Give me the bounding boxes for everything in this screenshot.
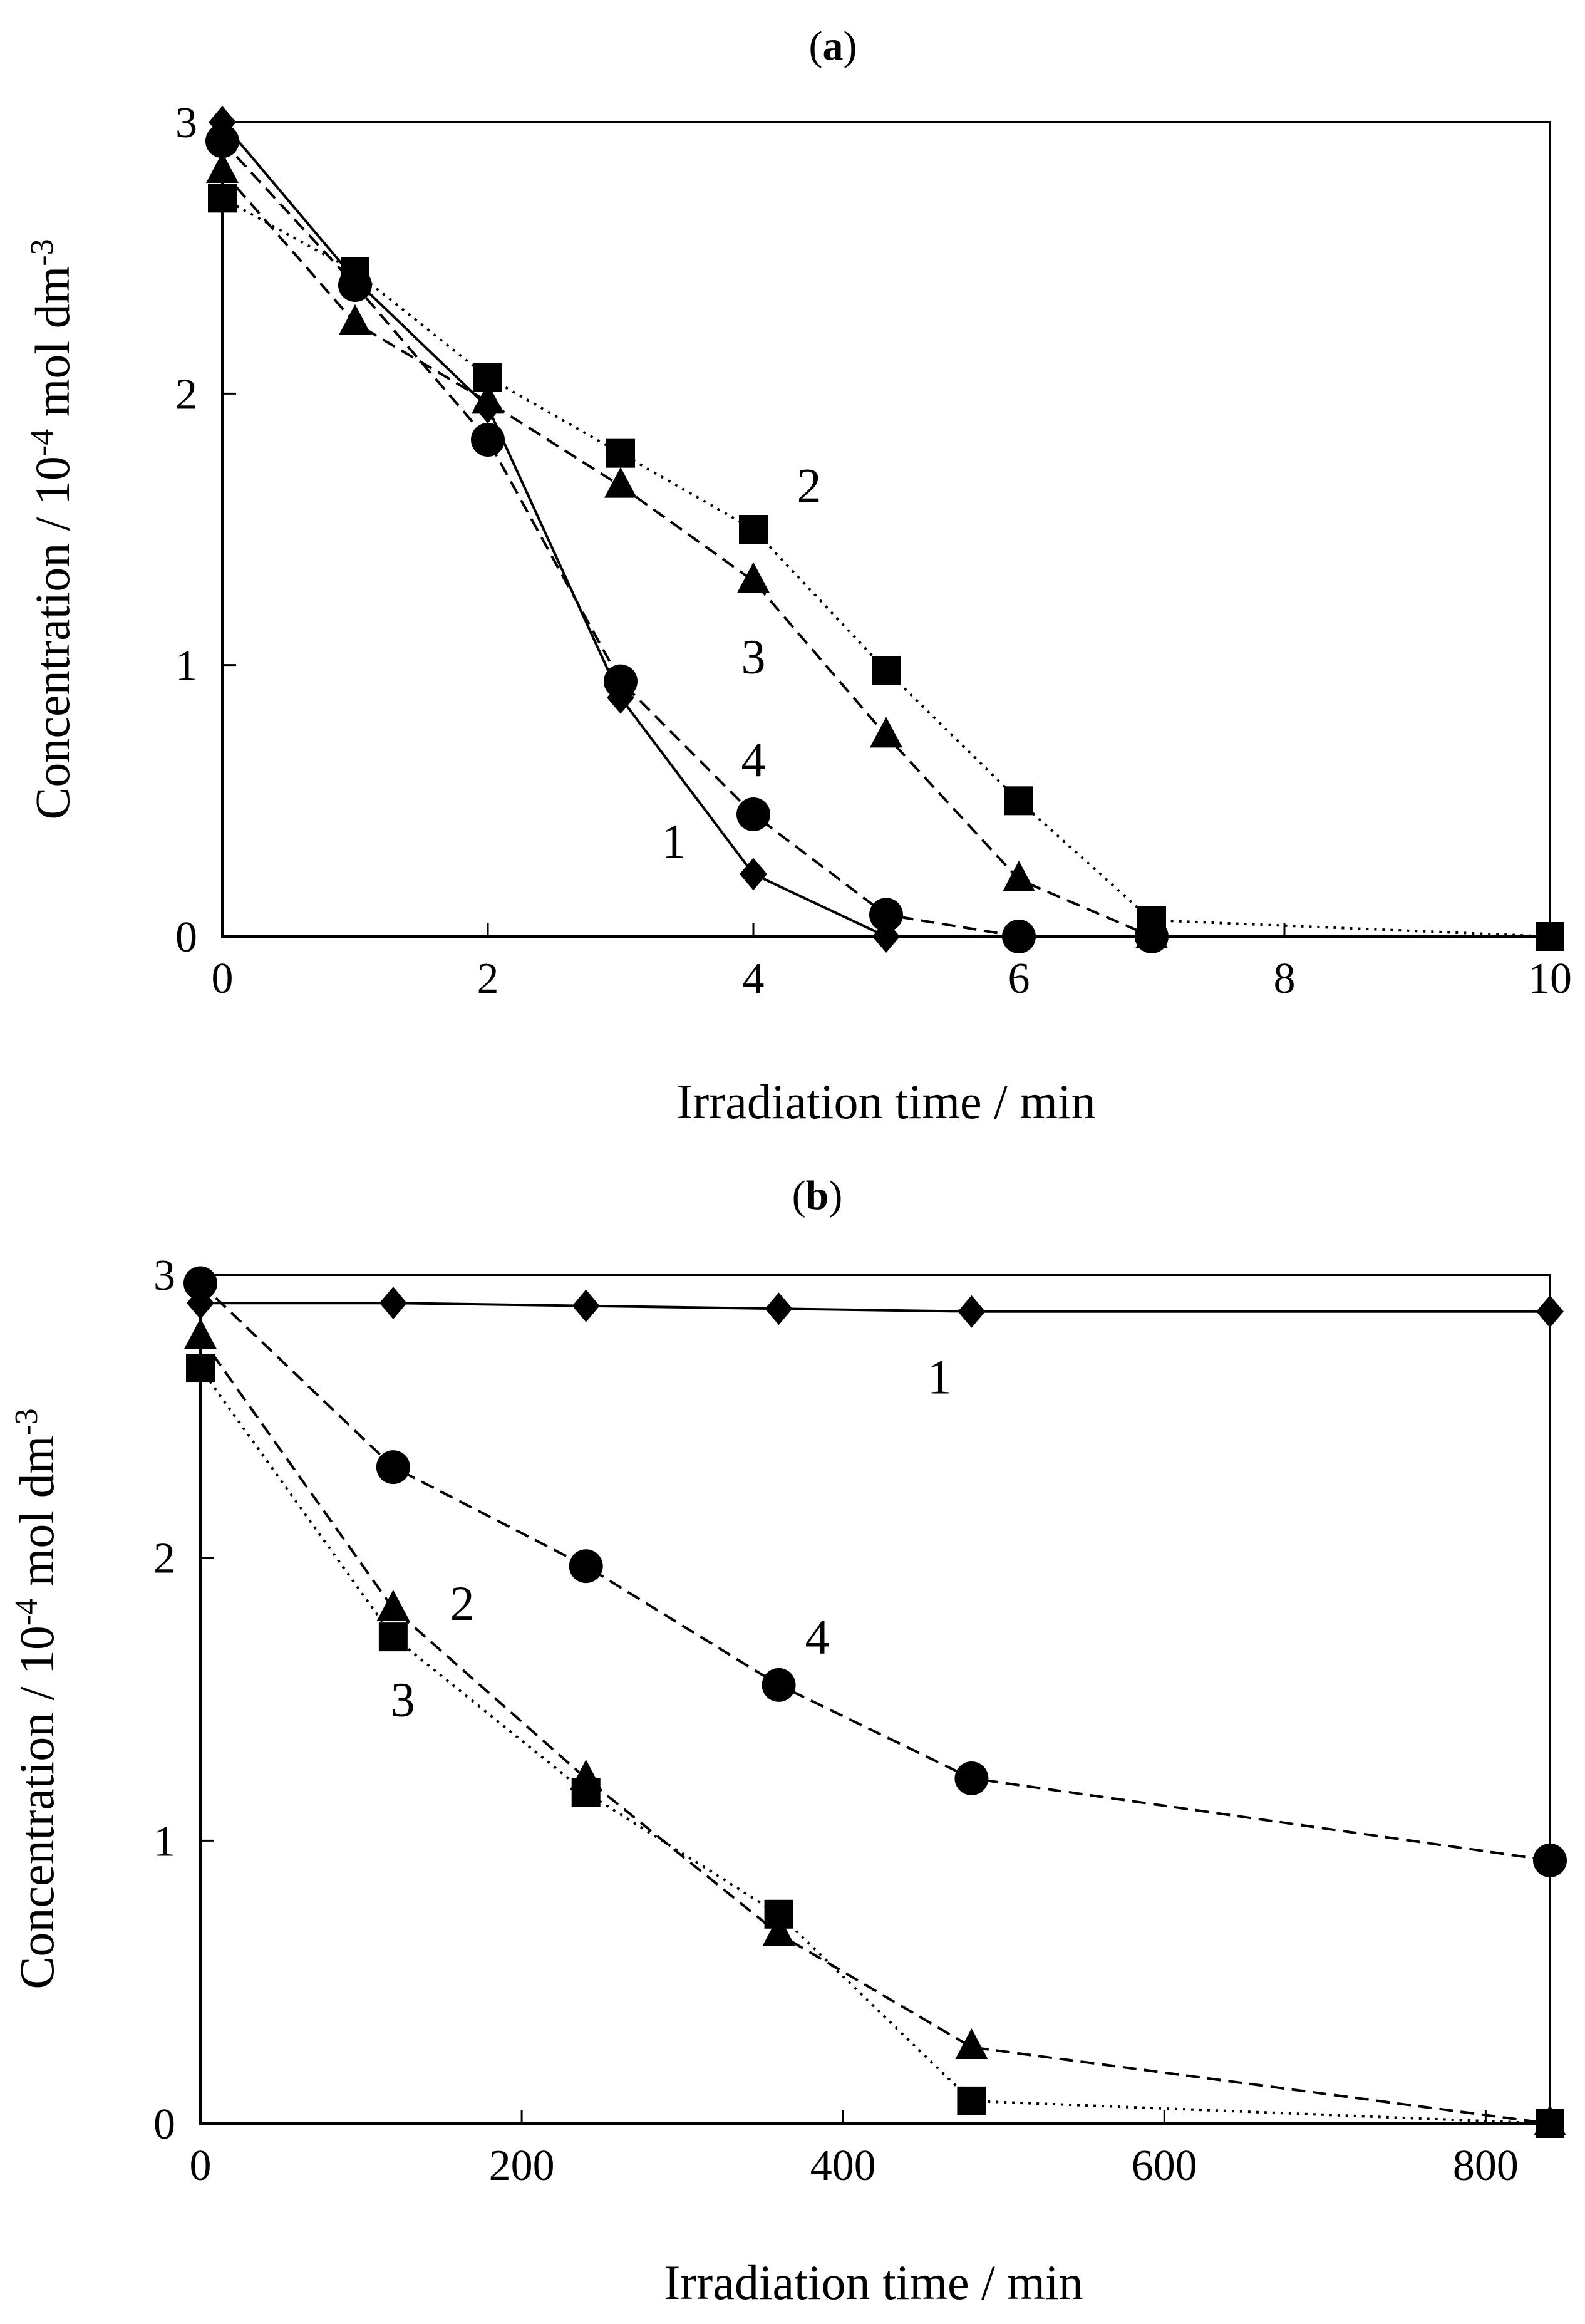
panel-a-series-3-point bbox=[737, 562, 770, 593]
panel-b-curve-label-3: 3 bbox=[391, 1673, 415, 1727]
panel-b-series-1-point bbox=[572, 1289, 600, 1322]
panel-b-x-tick-label: 400 bbox=[810, 2142, 876, 2190]
panel-a-series-3-line bbox=[221, 170, 1152, 938]
panel-b-x-tick-label: 0 bbox=[190, 2142, 212, 2190]
panel-a-series-4-point bbox=[736, 797, 770, 831]
panel-a-series-2-line bbox=[222, 197, 1551, 938]
panel-a-ticks: 0 2 4 6 8 10 0 1 2 3 bbox=[175, 99, 1572, 1003]
panel-a-series-4-point bbox=[338, 268, 372, 302]
panel-a-series-3-point bbox=[604, 467, 637, 498]
panel-b-series bbox=[183, 1266, 1567, 2138]
panel-b-y-axis-title: Concentration / 10-4 mol dm-3 bbox=[9, 1408, 64, 1989]
panel-a-series-2-point bbox=[208, 184, 237, 213]
panel-b-series-2-point bbox=[762, 1915, 795, 1946]
panel-b-series-2-point bbox=[955, 2028, 988, 2060]
panel-b-x-tick-label: 600 bbox=[1132, 2142, 1197, 2190]
panel-b-curve-labels: 1 23 4 bbox=[391, 1350, 952, 1727]
panel-a-x-axis-title: Irradiation time / min bbox=[676, 1074, 1095, 1129]
panel-a-title: (a) bbox=[809, 23, 857, 69]
panel-a-series-4-point bbox=[604, 664, 638, 698]
panel-b-series-2-line bbox=[199, 1336, 1551, 2125]
panel-b-series-2-point bbox=[376, 1589, 410, 1621]
panel-a-x-tick-label: 10 bbox=[1528, 955, 1572, 1003]
panel-a-series-4-point bbox=[1135, 920, 1169, 953]
panel-a-curve-label-3: 3 bbox=[741, 630, 766, 684]
panel-a-series-2-point bbox=[872, 656, 901, 685]
panel-b-series-4-line bbox=[199, 1282, 1551, 1862]
panel-a-series-2-point bbox=[1004, 786, 1033, 816]
panel-a-x-tick-label: 8 bbox=[1274, 955, 1296, 1003]
panel-a-series-4-line bbox=[221, 140, 1152, 938]
panel-b-series-3-point bbox=[378, 1622, 408, 1652]
panel-a-y-tick-label: 0 bbox=[175, 913, 197, 962]
panel-b-x-tick-label: 200 bbox=[489, 2142, 555, 2190]
panel-a-series-3-point bbox=[1003, 861, 1035, 891]
panel-b-series-1-point bbox=[1536, 1295, 1564, 1328]
panel-b-series-1-point bbox=[765, 1292, 793, 1325]
panel-a-series-4-point bbox=[1002, 920, 1036, 953]
panel-a-series-2-point bbox=[739, 515, 768, 544]
panel-a-x-tick-label: 2 bbox=[477, 955, 499, 1003]
panel-a-series-3-point bbox=[870, 717, 902, 748]
panel-a-x-tick-label: 0 bbox=[212, 955, 234, 1003]
panel-b-x-tick-label: 800 bbox=[1453, 2142, 1519, 2190]
panel-a-curve-label-1: 1 bbox=[661, 814, 686, 868]
panel-a-curve-labels: 1 2 3 4 bbox=[661, 459, 821, 869]
panel-b-x-axis-title: Irradiation time / min bbox=[664, 2255, 1083, 2310]
panel-b-series-3-point bbox=[186, 1354, 215, 1383]
panel-a-curve-label-2: 2 bbox=[797, 459, 822, 513]
panel-b-series-1-point bbox=[958, 1295, 986, 1328]
panel-a-x-tick-label: 4 bbox=[743, 955, 765, 1003]
panel-a-plot-frame bbox=[221, 121, 1551, 938]
panel-b-series-4-point bbox=[1533, 1843, 1567, 1877]
panel-b-curve-label-4: 4 bbox=[805, 1610, 830, 1664]
panel-b-y-tick-label: 1 bbox=[153, 1817, 175, 1865]
panel-b-curve-label-1: 1 bbox=[927, 1350, 952, 1404]
panel-b-series-4-point bbox=[183, 1266, 217, 1300]
panel-b-series-4-point bbox=[376, 1450, 410, 1485]
panel-b-series-1-line bbox=[200, 1302, 1550, 1313]
panel-a: (a) 0 2 4 6 8 10 0 1 2 3 1 2 3 4 Irradiation time / … bbox=[24, 23, 1572, 1129]
panel-a-series-1-point bbox=[740, 858, 767, 891]
panel-a-y-tick-label: 2 bbox=[175, 370, 197, 418]
panel-a-y-tick-label: 3 bbox=[175, 99, 197, 147]
panel-a-y-axis-title: Concentration / 10-4 mol dm-3 bbox=[24, 239, 80, 819]
panel-a-series-4-point bbox=[869, 898, 903, 932]
panel-a-series-4-point bbox=[471, 423, 505, 457]
panel-a-series bbox=[205, 106, 1564, 953]
panel-b-curve-label-2: 2 bbox=[450, 1576, 475, 1631]
panel-b-series-3-line bbox=[199, 1367, 1551, 2125]
panel-a-series-2-point bbox=[606, 438, 635, 468]
panel-a-series-3-point bbox=[206, 152, 239, 183]
panel-a-series-4-point bbox=[205, 124, 239, 158]
panel-b-series-4-point bbox=[954, 1761, 989, 1795]
panel-b-series-3-point bbox=[957, 2086, 986, 2115]
panel-a-series-3-point bbox=[472, 383, 504, 414]
panel-a-series-1-line bbox=[221, 121, 1152, 938]
panel-a-x-tick-label: 6 bbox=[1008, 955, 1030, 1003]
panel-b-series-4-point bbox=[762, 1668, 796, 1702]
panel-b-title: (b) bbox=[792, 1173, 843, 1218]
panel-b-series-1-point bbox=[379, 1287, 407, 1320]
panel-b-series-2-point bbox=[184, 1318, 217, 1349]
panel-b-series-3-point bbox=[571, 1778, 601, 1807]
panel-b-y-tick-label: 3 bbox=[153, 1252, 175, 1300]
panel-b-series-4-point bbox=[569, 1549, 603, 1584]
panel-b-series-3-point bbox=[764, 1899, 793, 1929]
panel-a-series-2-point bbox=[1536, 922, 1564, 951]
panel-a-y-tick-label: 1 bbox=[175, 642, 197, 690]
panel-b-y-tick-label: 0 bbox=[153, 2100, 175, 2149]
panel-b-y-tick-label: 2 bbox=[153, 1535, 175, 1583]
panel-b-plot-frame bbox=[199, 1274, 1551, 2125]
panel-a-curve-label-4: 4 bbox=[741, 732, 766, 787]
panel-a-series-3-point bbox=[339, 304, 371, 335]
panel-b-series-3-point bbox=[1536, 2109, 1564, 2138]
